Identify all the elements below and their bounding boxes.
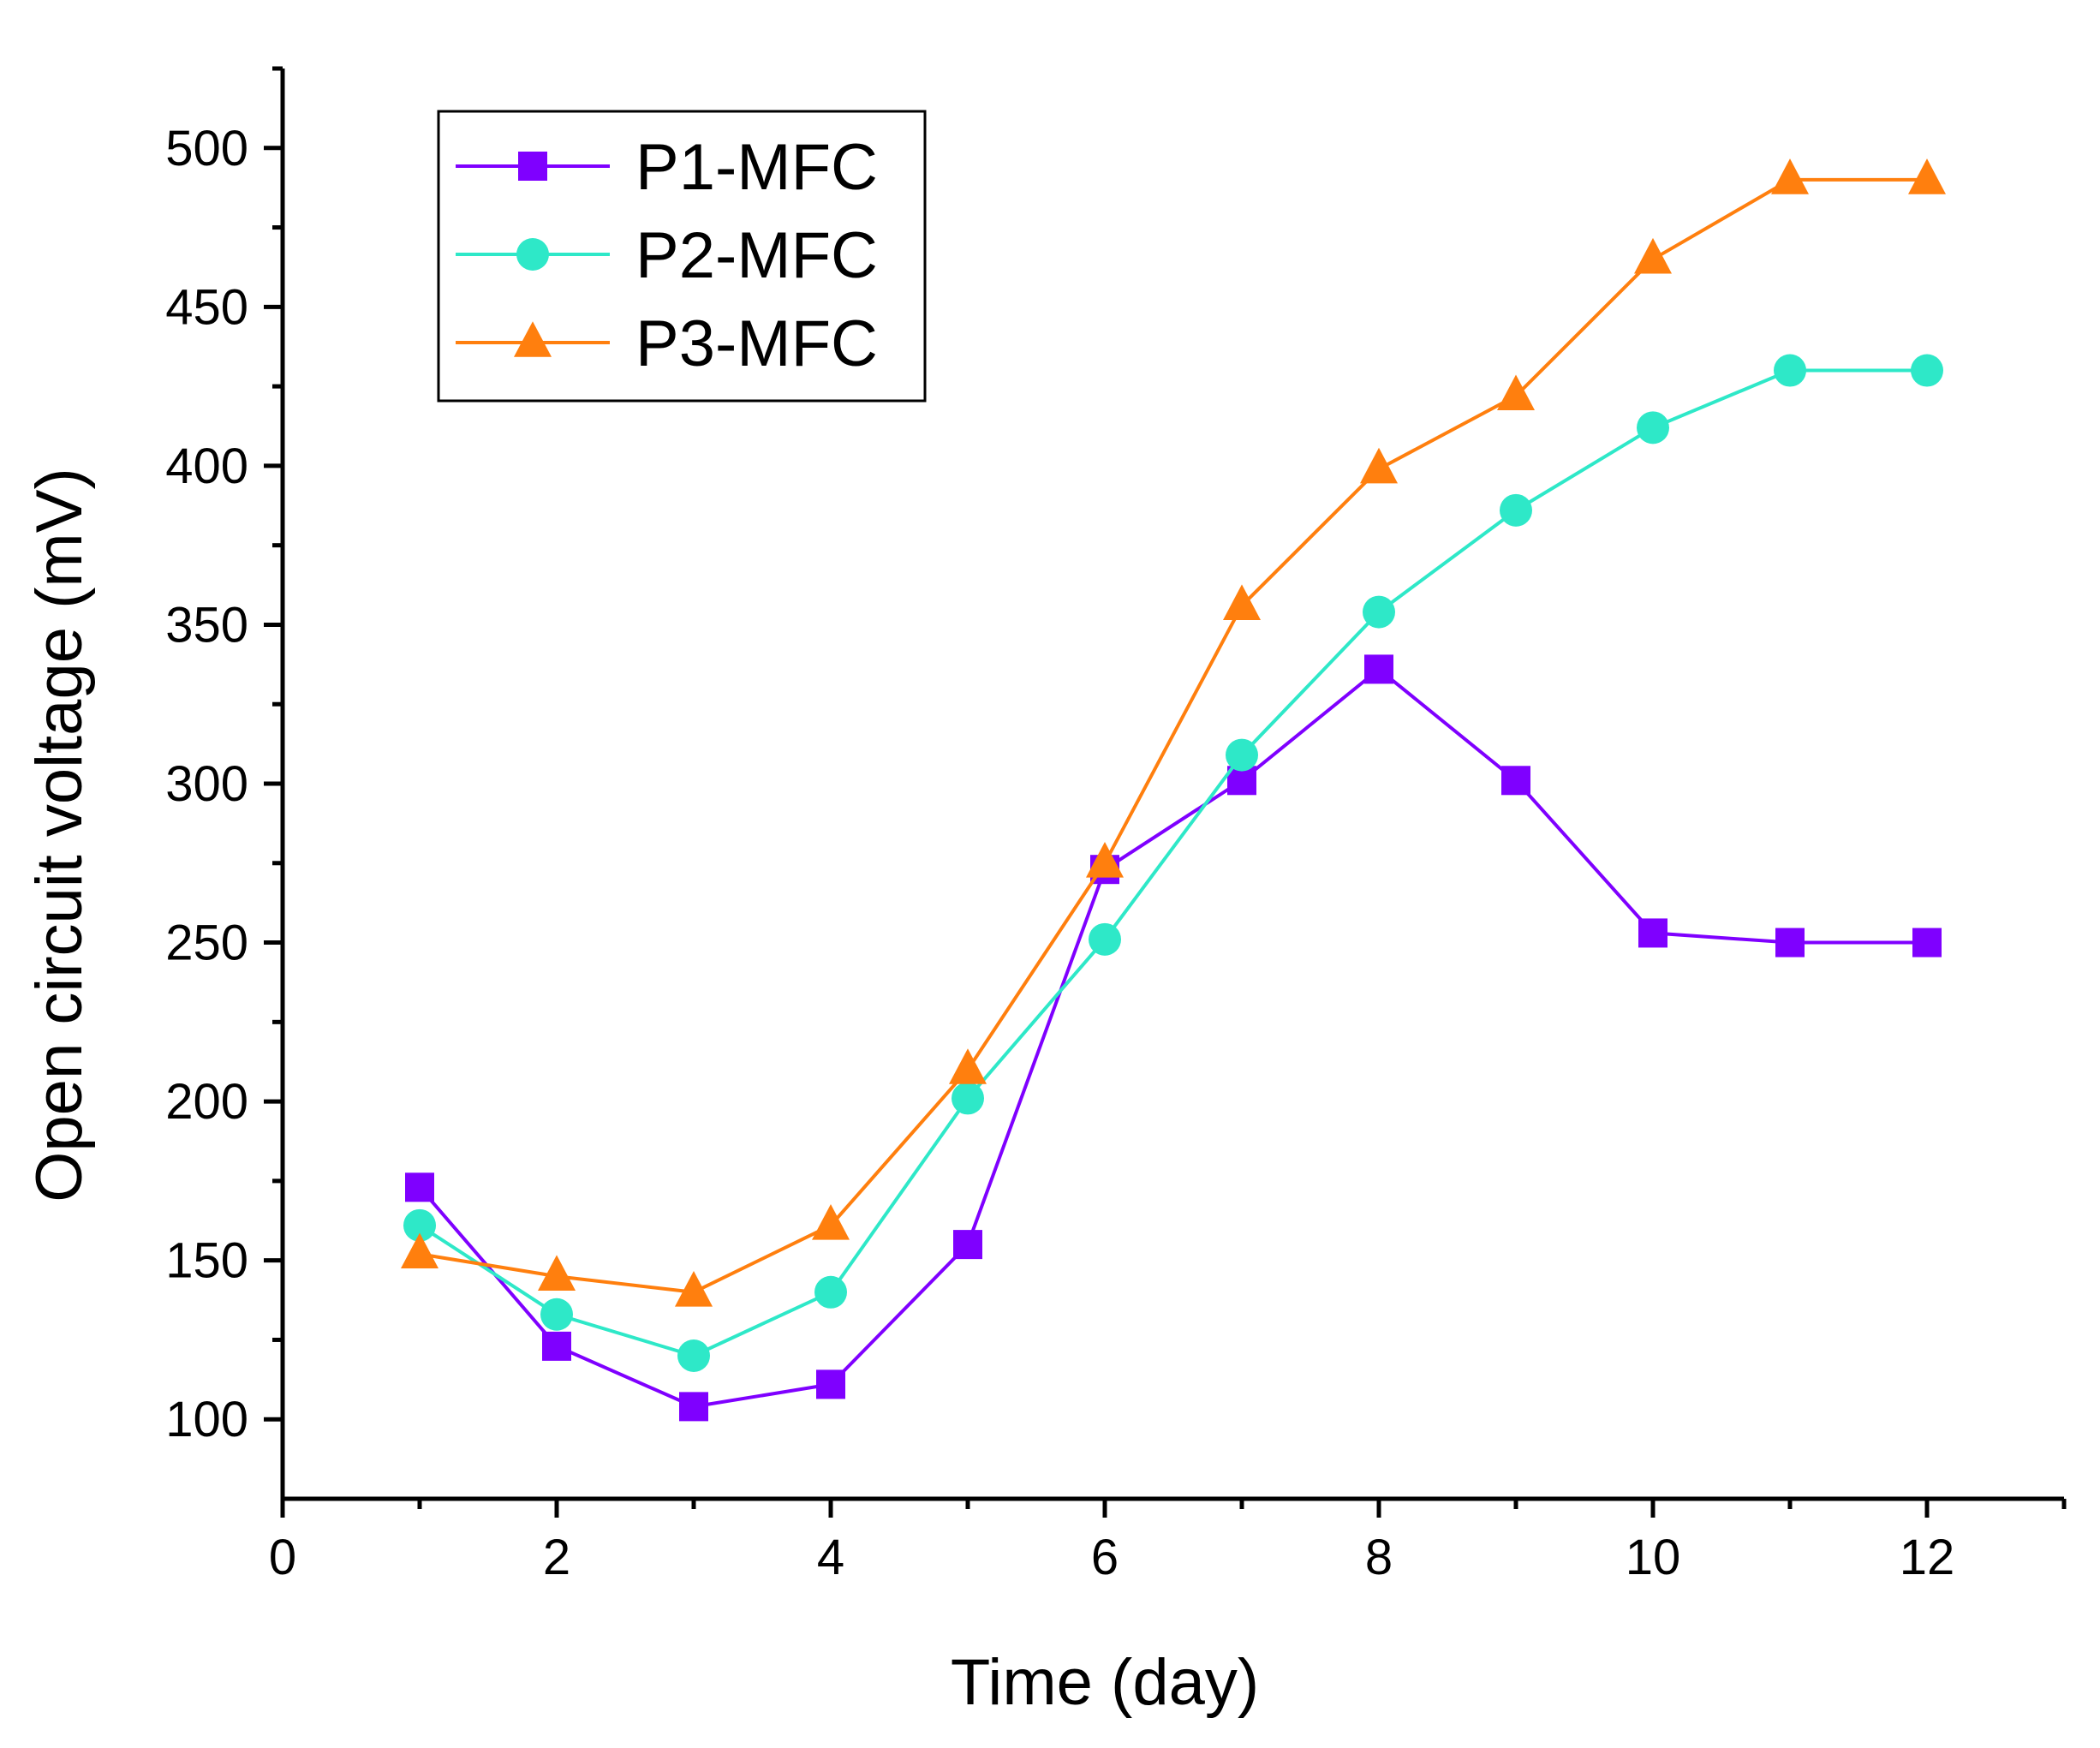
data-point	[1363, 595, 1395, 629]
x-tick-label: 2	[543, 1530, 570, 1585]
x-tick-label: 4	[817, 1530, 844, 1585]
data-point	[401, 1232, 438, 1269]
data-point	[677, 1339, 710, 1372]
x-tick-label: 10	[1626, 1530, 1681, 1585]
legend: P1-MFC P2-MFC P3-MFC	[437, 110, 927, 403]
series-P1-MFC	[405, 654, 1942, 1422]
legend-label: P1-MFC	[635, 131, 878, 204]
x-ticks: 0 2 4 6 8 10 12	[269, 1499, 2067, 1585]
legend-entry: P2-MFC	[456, 219, 878, 292]
y-ticks: 100 150 200 250 300 350 400 450 500	[165, 66, 283, 1447]
data-point	[679, 1392, 708, 1422]
y-axis-title: Open circuit voltage (mV)	[23, 468, 96, 1202]
x-tick-label: 6	[1091, 1530, 1119, 1585]
data-point	[812, 1204, 850, 1240]
data-point	[952, 1082, 984, 1115]
series-layer	[401, 158, 1946, 1422]
x-tick-label: 8	[1365, 1530, 1393, 1585]
data-point	[538, 1255, 576, 1292]
legend-marker	[514, 321, 552, 357]
data-point	[1912, 928, 1942, 958]
data-point	[949, 1048, 987, 1084]
data-point	[1908, 158, 1946, 194]
legend-label: P3-MFC	[635, 307, 878, 380]
data-point	[675, 1270, 713, 1307]
data-point	[1771, 158, 1809, 194]
data-point	[542, 1331, 571, 1361]
y-tick-label: 300	[165, 756, 248, 812]
data-point	[1775, 928, 1805, 958]
series-line	[419, 177, 1927, 1294]
y-tick-label: 350	[165, 597, 248, 653]
data-point	[1089, 922, 1121, 956]
legend-entry: P1-MFC	[456, 131, 878, 204]
legend-marker	[518, 152, 547, 181]
axes: 0 2 4 6 8 10 12 100 150 200 250 300 350 400 450 500	[165, 66, 2067, 1585]
data-point	[953, 1230, 982, 1260]
data-point	[1500, 493, 1532, 527]
series-P3-MFC	[401, 158, 1946, 1307]
y-tick-label: 100	[165, 1392, 248, 1447]
y-tick-label: 500	[165, 121, 248, 176]
data-point	[540, 1298, 573, 1331]
y-tick-label: 450	[165, 279, 248, 335]
data-point	[1774, 354, 1806, 387]
series-line	[418, 368, 1927, 1358]
data-point	[1497, 374, 1535, 411]
x-tick-label: 0	[269, 1530, 296, 1585]
data-point	[403, 1208, 436, 1242]
legend-label: P2-MFC	[635, 219, 878, 292]
data-point	[1638, 918, 1667, 948]
series-P2-MFC	[403, 354, 1943, 1372]
data-point	[1637, 411, 1669, 444]
data-point	[405, 1172, 434, 1202]
x-tick-label: 12	[1900, 1530, 1955, 1585]
data-point	[1360, 447, 1398, 484]
data-point	[814, 1275, 847, 1309]
data-point	[1501, 766, 1530, 796]
y-tick-label: 150	[165, 1233, 248, 1289]
data-point	[1364, 654, 1393, 684]
data-point	[1223, 584, 1261, 620]
legend-entry: P3-MFC	[456, 307, 878, 380]
data-point	[1086, 841, 1124, 878]
data-point	[816, 1369, 845, 1399]
x-axis-title: Time (day)	[951, 1646, 1259, 1719]
y-tick-label: 250	[165, 916, 248, 971]
data-point	[1911, 354, 1943, 387]
y-tick-label: 200	[165, 1074, 248, 1130]
series-line	[418, 666, 1927, 1409]
data-point	[1226, 738, 1258, 772]
legend-marker	[516, 238, 549, 271]
y-tick-label: 400	[165, 438, 248, 494]
legend-items: P1-MFC P2-MFC P3-MFC	[456, 131, 878, 380]
data-point	[1634, 237, 1672, 274]
